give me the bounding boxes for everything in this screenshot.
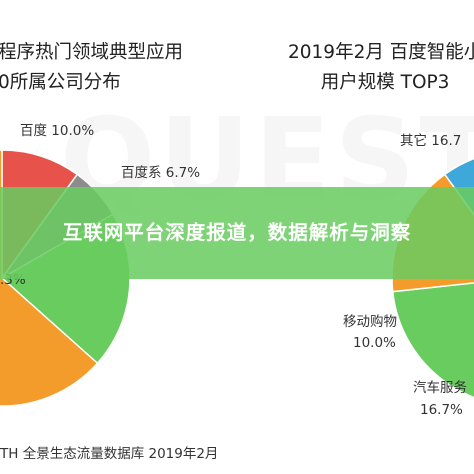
left-pie-slice-3: [0, 149, 99, 407]
label-baidu: 百度 10.0%: [20, 123, 95, 139]
label-auto-service: 汽车服务: [413, 380, 467, 396]
headline-banner: 互联网平台深度报道，数据解析与洞察: [0, 187, 474, 279]
label-auto-service-pct: 16.7%: [420, 402, 463, 418]
left-title-line-2: 0所属公司分布: [0, 72, 121, 93]
left-title-line-1: 程序热门领域典型应用: [0, 42, 184, 63]
right-title-line-1: 2019年2月 百度智能小: [288, 42, 474, 63]
right-chart-title: 2019年2月 百度智能小 用户规模 TOP3: [288, 38, 474, 98]
label-mobile-shopping-pct: 10.0%: [353, 335, 396, 351]
headline-text: 互联网平台深度报道，数据解析与洞察: [62, 221, 412, 244]
right-title-line-2: 用户规模 TOP3: [320, 72, 450, 93]
source-footer: TH 全景生态流量数据库 2019年2月: [0, 446, 219, 462]
label-other: 其它 16.7: [400, 133, 462, 149]
right-pie-slice-1: [391, 282, 474, 399]
label-mobile-shopping: 移动购物: [343, 314, 397, 330]
left-chart-title: 程序热门领域典型应用 0所属公司分布: [0, 38, 183, 98]
label-baidu-family: 百度系 6.7%: [121, 165, 201, 181]
